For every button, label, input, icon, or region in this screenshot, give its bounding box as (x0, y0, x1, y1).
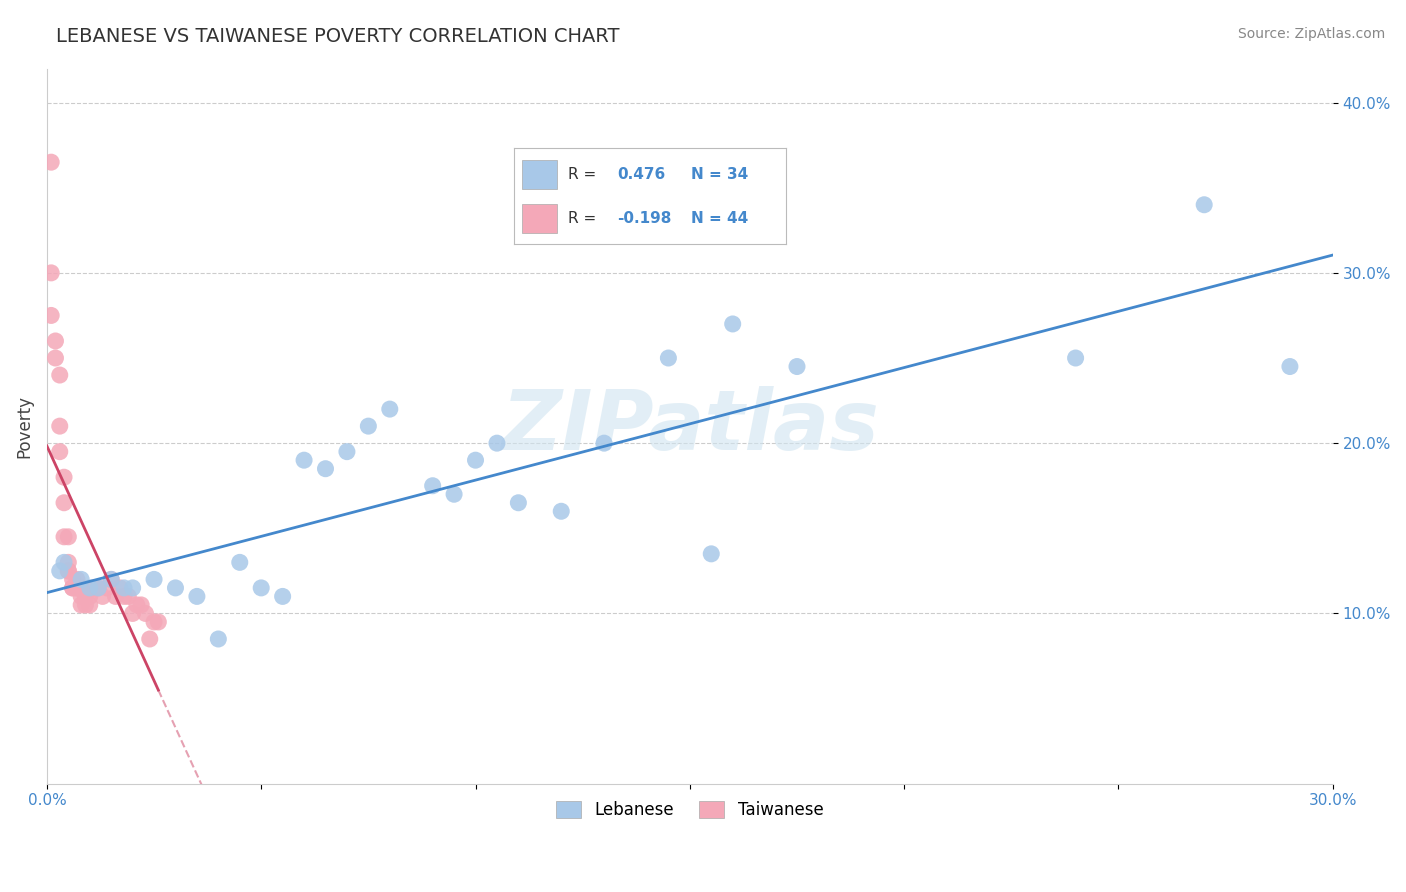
Point (70, 581, 93, 595)
Point (70, 598, 93, 612)
Point (357, 419, 380, 434)
Text: N = 34: N = 34 (690, 167, 748, 182)
Point (207, 632, 229, 646)
Point (443, 487, 465, 501)
Point (87, 581, 110, 595)
FancyBboxPatch shape (522, 160, 557, 188)
Point (125, 598, 148, 612)
Text: R =: R = (568, 167, 596, 182)
Point (108, 581, 131, 595)
Point (100, 573, 122, 587)
Point (44, 351, 66, 365)
Point (143, 615, 166, 629)
Text: LEBANESE VS TAIWANESE POVERTY CORRELATION CHART: LEBANESE VS TAIWANESE POVERTY CORRELATIO… (56, 27, 620, 45)
Text: -0.198: -0.198 (617, 211, 672, 226)
Point (121, 607, 143, 621)
Point (48, 368, 70, 382)
Text: Source: ZipAtlas.com: Source: ZipAtlas.com (1237, 27, 1385, 41)
Point (117, 590, 139, 604)
Point (1278, 359, 1301, 374)
Point (39, 155, 62, 169)
Point (58, 564, 80, 578)
Point (186, 590, 208, 604)
Point (83, 581, 105, 595)
Point (53, 496, 76, 510)
Point (53, 530, 76, 544)
Point (336, 444, 359, 458)
Point (91, 590, 114, 604)
Point (104, 590, 127, 604)
Point (96, 581, 118, 595)
Point (70, 590, 93, 604)
Point (70, 573, 93, 587)
Point (58, 530, 80, 544)
Point (143, 573, 166, 587)
Point (593, 436, 616, 450)
Point (139, 632, 162, 646)
Point (464, 453, 486, 467)
Point (79, 581, 101, 595)
Point (79, 598, 101, 612)
Point (229, 555, 252, 569)
Point (485, 436, 508, 450)
Point (58, 555, 80, 569)
Point (1192, 198, 1215, 212)
Point (508, 496, 530, 510)
Point (148, 615, 170, 629)
Point (58, 564, 80, 578)
Point (422, 479, 444, 493)
Point (121, 581, 143, 595)
Point (700, 547, 723, 561)
Point (165, 581, 187, 595)
Text: 0.476: 0.476 (617, 167, 665, 182)
Point (48, 564, 70, 578)
Point (62, 581, 84, 595)
Point (250, 581, 273, 595)
Point (66, 581, 89, 595)
Point (786, 359, 808, 374)
Point (39, 266, 62, 280)
Point (100, 573, 122, 587)
Point (112, 590, 135, 604)
Point (721, 317, 744, 331)
Point (378, 402, 401, 417)
FancyBboxPatch shape (522, 204, 557, 233)
Point (53, 470, 76, 484)
Point (39, 309, 62, 323)
Point (66, 573, 89, 587)
Point (112, 581, 135, 595)
Point (134, 607, 156, 621)
Point (48, 444, 70, 458)
Point (550, 504, 572, 518)
Text: N = 44: N = 44 (690, 211, 748, 226)
Point (62, 581, 84, 595)
Legend: Lebanese, Taiwanese: Lebanese, Taiwanese (550, 794, 830, 825)
Point (87, 581, 110, 595)
Point (44, 334, 66, 348)
Point (53, 555, 76, 569)
Point (1064, 351, 1087, 365)
Point (66, 581, 89, 595)
Point (75, 590, 97, 604)
Point (657, 351, 679, 365)
Text: ZIPatlas: ZIPatlas (501, 385, 879, 467)
Point (79, 590, 101, 604)
Point (292, 453, 315, 467)
Point (271, 590, 294, 604)
Point (62, 573, 84, 587)
Point (315, 461, 337, 475)
Point (129, 598, 152, 612)
Point (48, 419, 70, 434)
Point (75, 598, 97, 612)
Text: R =: R = (568, 211, 596, 226)
Y-axis label: Poverty: Poverty (15, 394, 32, 458)
